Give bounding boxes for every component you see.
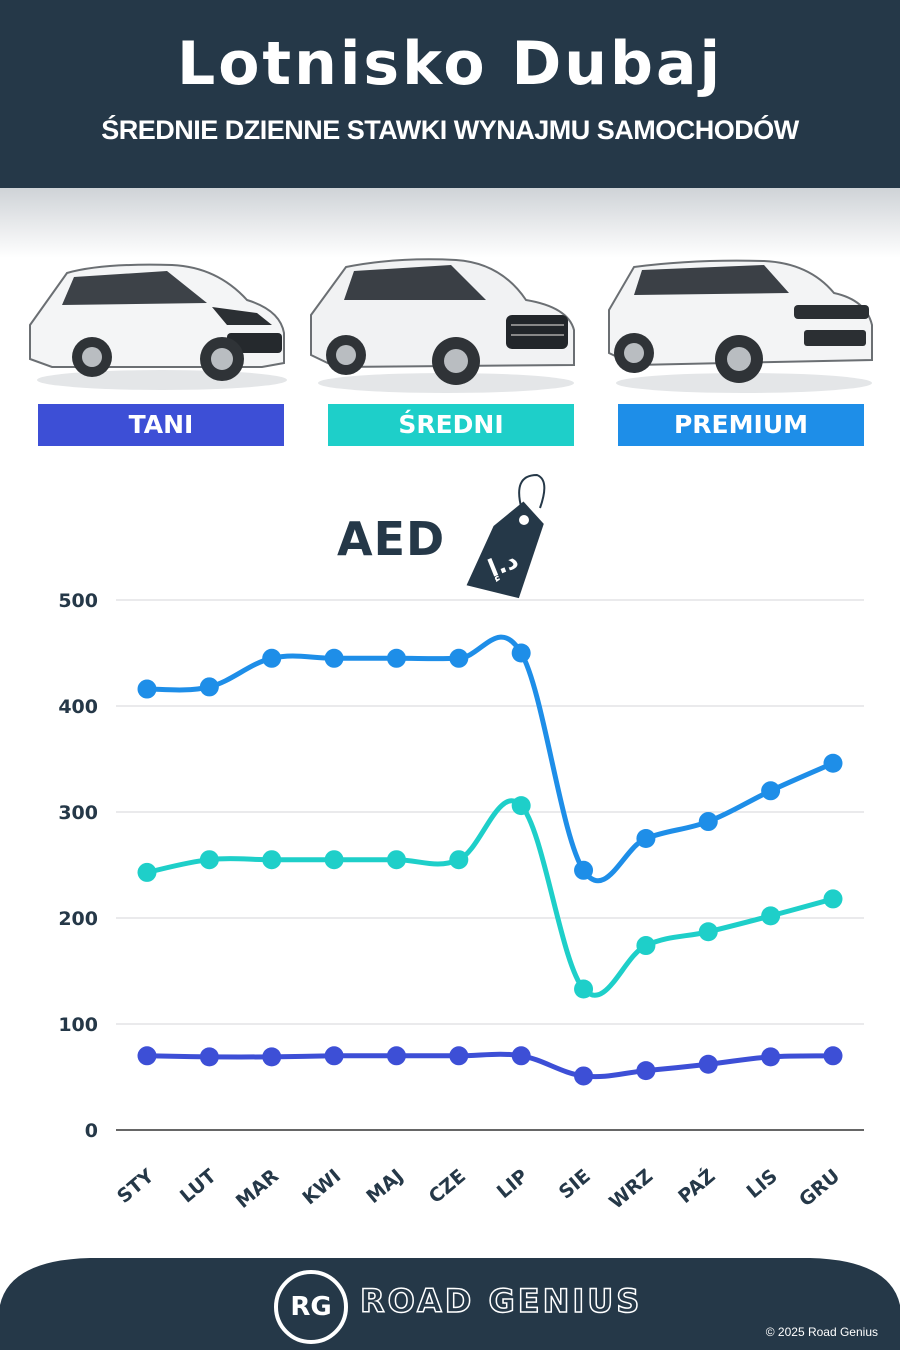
data-point	[698, 922, 718, 942]
x-tick-label: WRZ	[605, 1165, 657, 1214]
data-point	[324, 1046, 344, 1066]
x-tick-label: LIS	[743, 1165, 782, 1203]
y-tick-label: 100	[58, 1014, 98, 1036]
line-chart: 0 100 200 300 400 500 STY LUT MAR KWI MAJ CZE LIP SIE…	[58, 590, 864, 1214]
data-point	[511, 643, 531, 663]
data-point	[574, 860, 594, 880]
data-point	[698, 812, 718, 832]
x-tick-label: KWI	[298, 1165, 345, 1209]
data-point	[262, 850, 282, 870]
data-point	[636, 829, 656, 848]
copyright: © 2025 Road Genius	[765, 1325, 878, 1339]
footer-band	[0, 1258, 900, 1350]
road-genius-logo: RG	[274, 1270, 348, 1344]
luxury-suv-car-icon	[608, 259, 873, 393]
data-point	[636, 1061, 656, 1081]
category-badge-sredni: ŚREDNI	[328, 404, 574, 446]
y-tick-label: 400	[58, 696, 98, 718]
page-subtitle: ŚREDNIE DZIENNE STAWKI WYNAJMU SAMOCHODÓ…	[101, 115, 799, 145]
data-point	[324, 850, 344, 870]
data-point	[449, 850, 469, 870]
data-point	[199, 677, 219, 697]
header-banner: Lotnisko Dubaj ŚREDNIE DZIENNE STAWKI WY…	[0, 0, 900, 188]
data-point	[262, 648, 282, 668]
hatchback-car-icon	[29, 263, 287, 390]
data-point	[574, 1066, 594, 1086]
data-point	[199, 1047, 219, 1067]
x-tick-label: STY	[113, 1165, 158, 1208]
data-point	[823, 753, 843, 773]
series-line	[144, 798, 836, 998]
data-point	[386, 1046, 406, 1066]
x-tick-label: MAJ	[362, 1165, 407, 1208]
series-line	[144, 1051, 836, 1080]
data-point	[761, 781, 781, 801]
data-point	[137, 679, 157, 699]
data-point	[386, 648, 406, 668]
x-tick-label: PAŹ	[674, 1164, 720, 1208]
x-tick-label: GRU	[795, 1165, 844, 1211]
category-badge-premium: PREMIUM	[618, 404, 864, 446]
data-point	[449, 648, 469, 668]
data-point	[511, 1046, 531, 1066]
data-point	[636, 936, 656, 956]
series-line	[144, 634, 836, 884]
y-tick-label: 0	[85, 1120, 98, 1142]
data-point	[511, 796, 531, 816]
data-point	[823, 889, 843, 909]
data-point	[386, 850, 406, 870]
data-point	[199, 850, 219, 870]
category-badge-tani: TANI	[38, 404, 284, 446]
x-tick-label: LIP	[493, 1165, 533, 1203]
data-point	[761, 906, 781, 926]
x-tick-label: CZE	[425, 1165, 470, 1208]
brand-name: ROAD GENIUS	[359, 1281, 643, 1321]
x-tick-label: SIE	[555, 1165, 595, 1204]
suv-car-icon	[310, 258, 575, 393]
data-point	[698, 1054, 718, 1074]
price-tag-icon: د.إ	[466, 473, 546, 599]
y-tick-label: 300	[58, 802, 98, 824]
x-tick-label: MAR	[232, 1165, 283, 1213]
header-shadow	[0, 188, 900, 258]
page-title: Lotnisko Dubaj	[176, 29, 724, 99]
data-point	[137, 1046, 157, 1066]
x-tick-label: LUT	[176, 1165, 221, 1207]
data-point	[262, 1047, 282, 1067]
data-point	[449, 1046, 469, 1066]
data-point	[324, 648, 344, 668]
y-tick-label: 200	[58, 908, 98, 930]
data-point	[823, 1046, 843, 1066]
data-point	[761, 1047, 781, 1067]
data-point	[574, 979, 594, 999]
y-tick-label: 500	[58, 590, 98, 612]
currency-label: AED	[337, 512, 446, 566]
data-point	[137, 862, 157, 882]
